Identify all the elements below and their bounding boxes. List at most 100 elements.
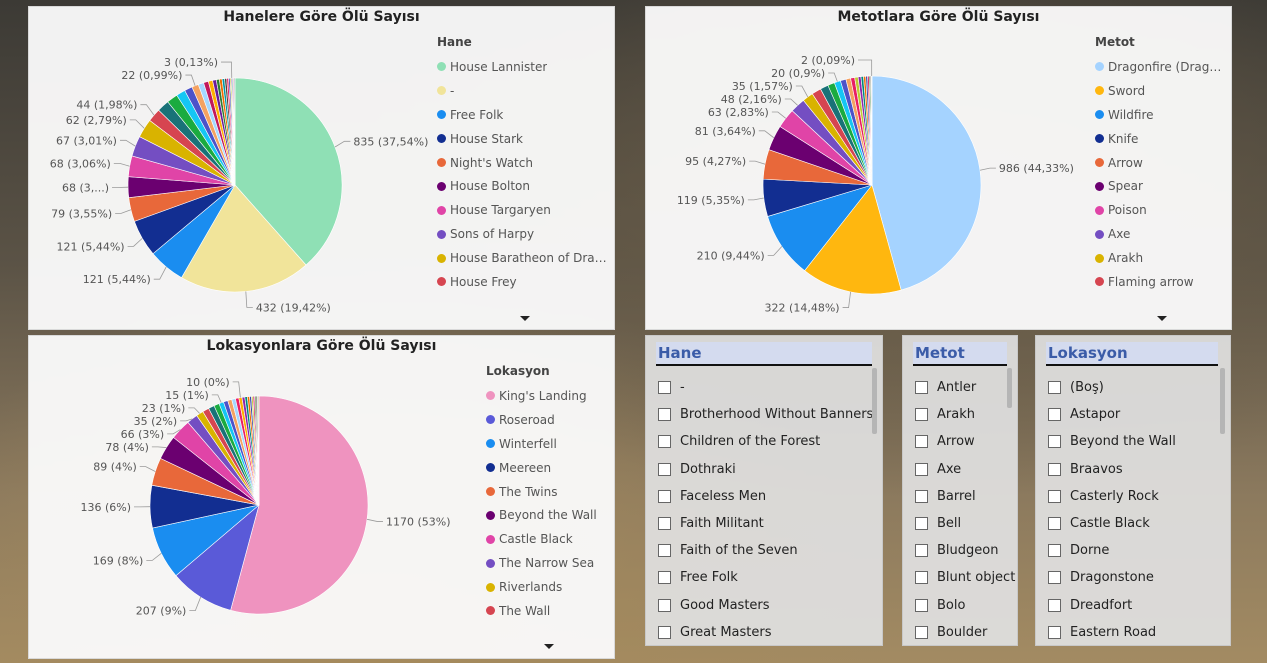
hane-slicer-option[interactable]: Faith of the Seven <box>658 537 873 564</box>
metot-slicer-checkbox[interactable] <box>915 489 928 503</box>
lokasyon-slicer-checkbox[interactable] <box>1048 571 1061 585</box>
metot-slicer-option[interactable]: Bolo <box>915 592 1015 619</box>
lokasyon-legend-more-icon[interactable] <box>544 644 554 649</box>
lokasyon-legend-item[interactable]: Castle Black <box>486 527 611 551</box>
lokasyon-slicer-checkbox[interactable] <box>1048 517 1061 531</box>
metot-legend-item[interactable]: Spear <box>1095 174 1225 198</box>
hane-slicer-checkbox[interactable] <box>658 625 671 639</box>
lokasyon-slicer-option[interactable]: Dorne <box>1048 537 1176 564</box>
metot-slicer-option[interactable]: Bell <box>915 510 1015 537</box>
hane-legend-item[interactable]: House Stark <box>437 127 607 151</box>
lokasyon-slicer-option[interactable]: Dragonstone <box>1048 564 1176 591</box>
metot-legend-item[interactable]: Dragonfire (Dragon) <box>1095 55 1225 79</box>
lokasyon-slicer-checkbox[interactable] <box>1048 598 1061 612</box>
hane-legend-item[interactable]: Night's Watch <box>437 151 607 175</box>
lokasyon-legend-item[interactable]: King's Landing <box>486 384 611 408</box>
metot-legend-item[interactable]: Axe <box>1095 222 1225 246</box>
metot-slicer-option[interactable]: Boulder <box>915 619 1015 645</box>
lokasyon-slicer-checkbox[interactable] <box>1048 544 1061 558</box>
metot-slicer-checkbox[interactable] <box>915 435 928 449</box>
metot-legend-item[interactable]: Flaming arrow <box>1095 270 1225 294</box>
hane-slicer-checkbox[interactable] <box>658 571 671 585</box>
lokasyon-legend-item[interactable]: Winterfell <box>486 432 611 456</box>
hane-slicer-checkbox[interactable] <box>658 462 671 476</box>
hane-slicer-checkbox[interactable] <box>658 517 671 531</box>
lokasyon-slicer-checkbox[interactable] <box>1048 462 1061 476</box>
metot-pie-slice[interactable] <box>871 75 982 291</box>
metot-legend-item[interactable]: Sword <box>1095 79 1225 103</box>
hane-slicer-checkbox[interactable] <box>658 544 671 558</box>
metot-legend-more-icon[interactable] <box>1157 316 1167 321</box>
hane-slicer-option[interactable]: Brotherhood Without Banners <box>658 401 873 428</box>
metot-slicer-scrollbar[interactable] <box>1007 368 1012 408</box>
lokasyon-slicer-option[interactable]: Dreadfort <box>1048 592 1176 619</box>
lokasyon-legend-item[interactable]: The Wall <box>486 599 611 623</box>
hane-pie-chart[interactable]: 3 (0,13%)22 (0,99%) 44 (1,98%) 62 (2,79%) 6… <box>29 7 616 331</box>
metot-legend-item[interactable]: Arrow <box>1095 151 1225 175</box>
hane-slicer-checkbox[interactable] <box>658 381 671 395</box>
hane-slicer-scrollbar[interactable] <box>872 368 877 434</box>
lokasyon-legend-item[interactable]: Roseroad <box>486 408 611 432</box>
lokasyon-pie-slice[interactable] <box>257 395 260 506</box>
lokasyon-slicer-option[interactable]: (Boş) <box>1048 374 1176 401</box>
hane-pie-slice[interactable] <box>233 77 236 186</box>
lokasyon-legend-item[interactable]: The Twins <box>486 480 611 504</box>
lokasyon-slicer-checkbox[interactable] <box>1048 489 1061 503</box>
hane-slicer-option[interactable]: Free Folk <box>658 564 873 591</box>
metot-slicer-checkbox[interactable] <box>915 571 928 585</box>
hane-legend-more-icon[interactable] <box>520 316 530 321</box>
metot-slicer-checkbox[interactable] <box>915 544 928 558</box>
hane-slicer-option[interactable]: - <box>658 374 873 401</box>
lokasyon-slicer-checkbox[interactable] <box>1048 625 1061 639</box>
metot-slicer-checkbox[interactable] <box>915 625 928 639</box>
hane-slicer-checkbox[interactable] <box>658 408 671 422</box>
lokasyon-legend-item[interactable]: Beyond the Wall <box>486 503 611 527</box>
metot-slicer-option[interactable]: Axe <box>915 456 1015 483</box>
metot-slicer-option[interactable]: Blunt object <box>915 564 1015 591</box>
metot-slicer-checkbox[interactable] <box>915 381 928 395</box>
hane-legend-item[interactable]: Sons of Harpy <box>437 222 607 246</box>
lokasyon-legend-item[interactable]: The Narrow Sea <box>486 551 611 575</box>
hane-slicer-option[interactable]: Dothraki <box>658 456 873 483</box>
hane-slicer-checkbox[interactable] <box>658 598 671 612</box>
metot-slicer-option[interactable]: Barrel <box>915 483 1015 510</box>
hane-legend-item[interactable]: House Frey <box>437 270 607 294</box>
metot-legend-item[interactable]: Poison <box>1095 198 1225 222</box>
hane-slicer-checkbox[interactable] <box>658 435 671 449</box>
lokasyon-slicer-option[interactable]: Castle Black <box>1048 510 1176 537</box>
hane-legend-item[interactable]: House Targaryen <box>437 198 607 222</box>
hane-legend-item[interactable]: House Bolton <box>437 174 607 198</box>
hane-slicer-option[interactable]: Good Masters <box>658 592 873 619</box>
metot-pie-chart[interactable]: 2 (0,09%)20 (0,9%)35 (1,57%)48 (2,16%)63… <box>646 7 1233 331</box>
lokasyon-slicer-option[interactable]: Eastern Road <box>1048 619 1176 645</box>
lokasyon-slicer-checkbox[interactable] <box>1048 435 1061 449</box>
lokasyon-slicer-scrollbar[interactable] <box>1220 368 1225 434</box>
lokasyon-slicer-option[interactable]: Astapor <box>1048 401 1176 428</box>
lokasyon-slicer-checkbox[interactable] <box>1048 381 1061 395</box>
hane-slicer-option[interactable]: Great Masters <box>658 619 873 645</box>
metot-legend-item[interactable]: Wildfire <box>1095 103 1225 127</box>
lokasyon-legend-item[interactable]: Riverlands <box>486 575 611 599</box>
metot-legend-item[interactable]: Knife <box>1095 127 1225 151</box>
hane-legend-item[interactable]: Free Folk <box>437 103 607 127</box>
lokasyon-slicer-checkbox[interactable] <box>1048 408 1061 422</box>
metot-pie-slice[interactable] <box>804 184 902 295</box>
lokasyon-pie-slice[interactable] <box>230 395 369 615</box>
hane-slicer-option[interactable]: Children of the Forest <box>658 428 873 455</box>
metot-legend-item[interactable]: Arakh <box>1095 246 1225 270</box>
metot-slicer-checkbox[interactable] <box>915 517 928 531</box>
metot-slicer-option[interactable]: Bludgeon <box>915 537 1015 564</box>
lokasyon-slicer-option[interactable]: Casterly Rock <box>1048 483 1176 510</box>
lokasyon-slicer-option[interactable]: Braavos <box>1048 456 1176 483</box>
hane-legend-item[interactable]: House Baratheon of Drag... <box>437 246 607 270</box>
hane-legend-item[interactable]: House Lannister <box>437 55 607 79</box>
hane-legend-item[interactable]: - <box>437 79 607 103</box>
lokasyon-slicer-option[interactable]: Beyond the Wall <box>1048 428 1176 455</box>
hane-slicer-option[interactable]: Faceless Men <box>658 483 873 510</box>
lokasyon-legend-item[interactable]: Meereen <box>486 456 611 480</box>
hane-slicer-checkbox[interactable] <box>658 489 671 503</box>
metot-slicer-checkbox[interactable] <box>915 598 928 612</box>
metot-slicer-checkbox[interactable] <box>915 408 928 422</box>
hane-slicer-option[interactable]: Faith Militant <box>658 510 873 537</box>
lokasyon-pie-chart[interactable]: 10 (0%)15 (1%)23 (1%)35 (2%)66 (3%)78 (4… <box>29 336 616 660</box>
